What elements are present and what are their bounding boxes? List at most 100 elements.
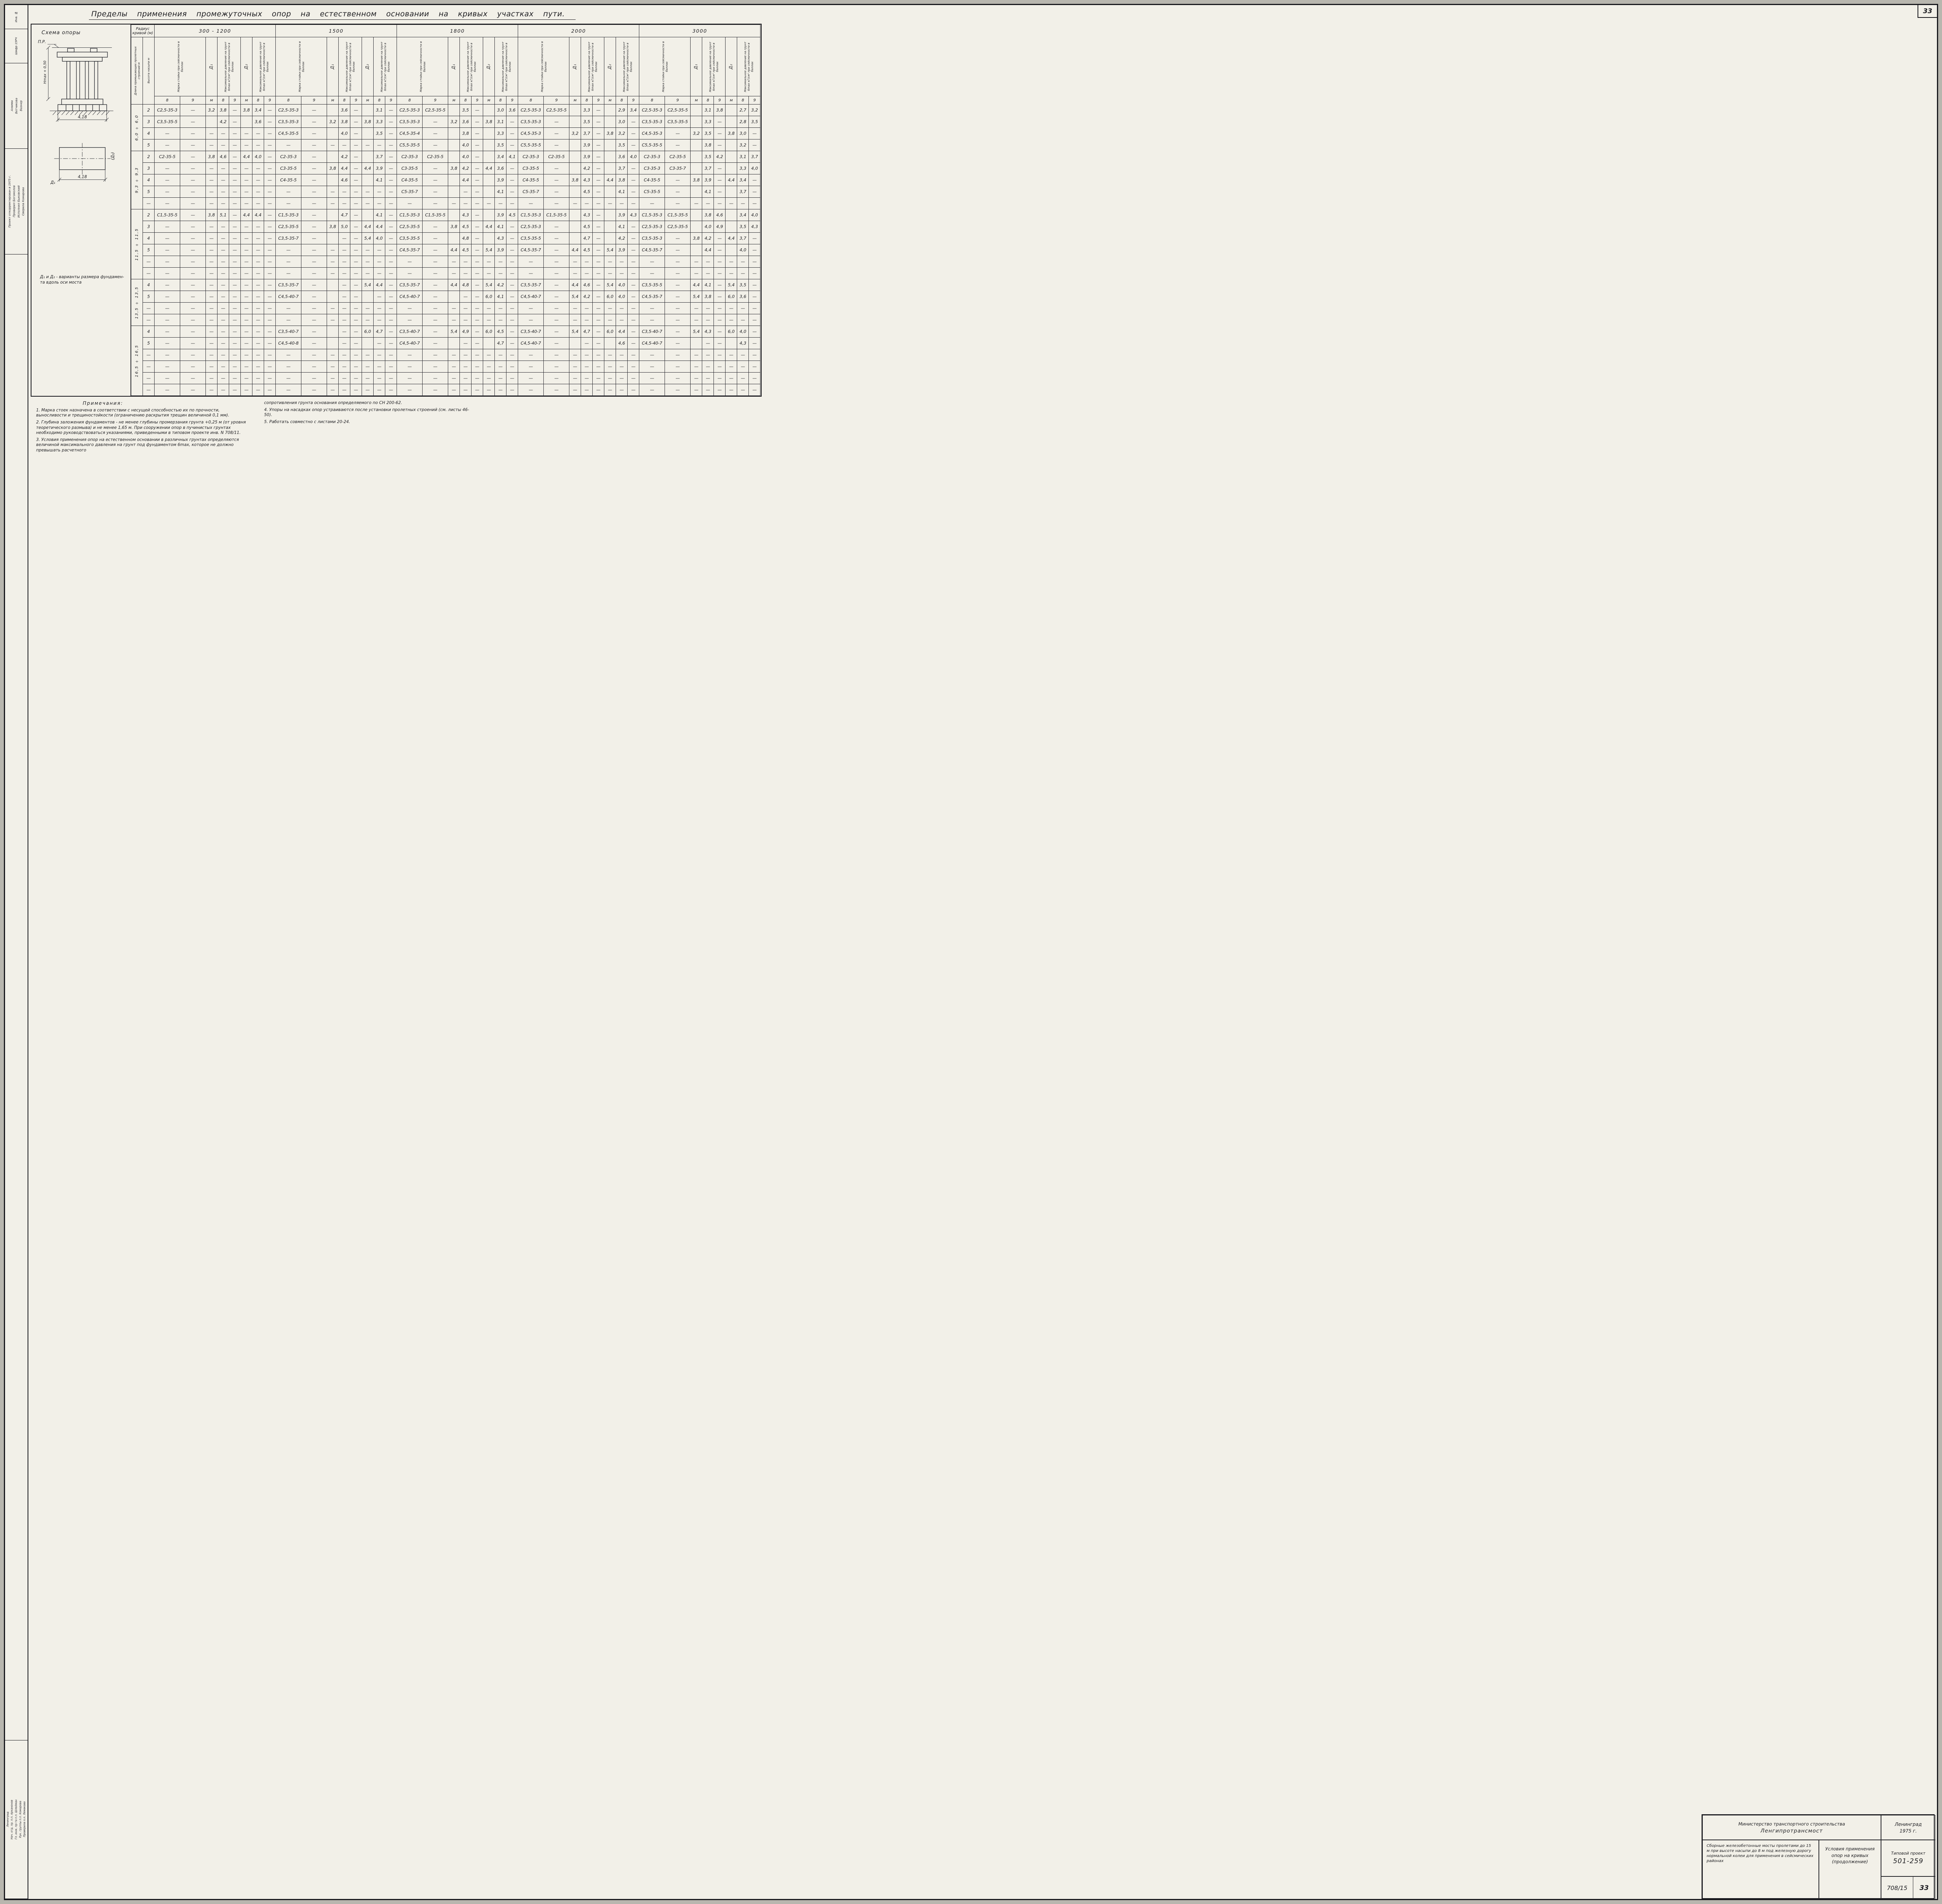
table-cell: —	[471, 302, 484, 314]
table-cell: 3,3	[581, 104, 593, 116]
table-cell: —	[373, 256, 386, 268]
table-cell: —	[459, 256, 472, 268]
table-cell: —	[422, 326, 449, 338]
table-cell: —	[327, 302, 339, 314]
table-cell: —	[713, 139, 726, 151]
table-cell: —	[422, 186, 449, 198]
max-pressure-column-header: Максимальное давление на грунт 6max кГ/с…	[373, 37, 397, 96]
notes-block: Примечания: 1. Марка стоек назначена в с…	[36, 401, 475, 455]
table-cell: 4,4	[338, 162, 351, 174]
table-cell: —	[639, 349, 665, 361]
table-cell: —	[506, 291, 519, 303]
table-cell: С3,5-35-5	[397, 232, 423, 244]
table-cell: —	[385, 326, 397, 338]
table-cell: 4,1	[373, 174, 386, 186]
table-cell: —	[459, 267, 472, 279]
table-cell: С3,5-35-3	[639, 232, 665, 244]
table-cell: —	[350, 361, 362, 373]
table-cell: —	[385, 361, 397, 373]
max-pressure-column-header: Максимальное давление на грунт 6max кГ/с…	[338, 37, 362, 96]
table-cell: 6,0	[483, 326, 495, 338]
radius-group-header: 300 - 1200	[154, 24, 276, 37]
table-cell: —	[301, 197, 327, 209]
table-cell: 3,8	[362, 116, 374, 128]
table-cell: —	[543, 361, 570, 373]
table-cell: —	[725, 197, 738, 209]
table-cell: —	[327, 349, 339, 361]
seismicity-subheader: 9	[592, 96, 605, 105]
table-cell: С3,5-35-7	[275, 232, 302, 244]
table-cell: —	[338, 267, 351, 279]
table-cell: —	[362, 256, 374, 268]
table-cell: —	[459, 361, 472, 373]
table-cell: —	[264, 127, 276, 139]
table-cell: 5,4	[448, 326, 460, 338]
table-cell: —	[338, 197, 351, 209]
table-cell: 3,8	[205, 209, 218, 221]
table-cell: —	[616, 302, 628, 314]
table-cell: 3,7	[616, 162, 628, 174]
table-cell: —	[592, 291, 605, 303]
table-cell: —	[327, 267, 339, 279]
table-cell: —	[543, 197, 570, 209]
table-cell: —	[229, 314, 241, 326]
correction-signer: Исполнил Быковский	[17, 185, 20, 218]
table-cell: —	[627, 384, 640, 396]
table-cell: —	[229, 104, 241, 116]
table-cell: —	[301, 162, 327, 174]
table-cell: 3,6	[494, 162, 507, 174]
table-cell: 4,4	[252, 209, 265, 221]
fill-height-cell: —	[142, 384, 155, 396]
table-cell: —	[350, 162, 362, 174]
table-cell	[690, 209, 703, 221]
table-cell: —	[217, 197, 230, 209]
table-cell: —	[748, 174, 761, 186]
table-cell: —	[448, 256, 460, 268]
table-cell: —	[229, 186, 241, 198]
table-cell: 4,8	[459, 232, 472, 244]
d1-column-header: Д₁	[448, 37, 460, 96]
table-cell: —	[373, 361, 386, 373]
table-cell: —	[713, 186, 726, 198]
table-cell: —	[301, 267, 327, 279]
table-cell: —	[154, 174, 181, 186]
table-cell: —	[422, 302, 449, 314]
table-cell: —	[301, 186, 327, 198]
table-cell: —	[264, 326, 276, 338]
table-cell: С3,5-40-7	[639, 326, 665, 338]
table-cell: —	[543, 279, 570, 291]
table-cell: —	[592, 221, 605, 233]
reviewers-box: Алаева Ветчикова Вазнер	[5, 63, 28, 149]
d1-column-header: Д₁	[327, 37, 339, 96]
table-cell: 4,2	[494, 279, 507, 291]
table-cell: —	[252, 302, 265, 314]
table-cell: —	[350, 256, 362, 268]
seismicity-subheader: 9	[748, 96, 761, 105]
table-cell: —	[275, 372, 302, 384]
fill-height-cell: —	[142, 349, 155, 361]
table-cell: —	[422, 279, 449, 291]
table-cell: —	[301, 372, 327, 384]
table-cell: —	[373, 139, 386, 151]
table-cell: —	[604, 372, 616, 384]
table-cell: —	[569, 372, 581, 384]
table-cell: —	[422, 127, 449, 139]
table-cell: —	[506, 186, 519, 198]
table-cell: —	[301, 349, 327, 361]
table-cell: 3,2	[748, 104, 761, 116]
table-cell: —	[252, 162, 265, 174]
table-cell: —	[616, 267, 628, 279]
table-cell: 4,4	[616, 326, 628, 338]
table-cell: С1,5-35-3	[397, 209, 423, 221]
table-cell: —	[725, 372, 738, 384]
table-cell: —	[690, 256, 703, 268]
seismicity-subheader: 9	[301, 96, 327, 105]
table-cell: 3,9	[373, 162, 386, 174]
table-cell: 5,4	[690, 326, 703, 338]
table-cell: С2,5-35-3	[154, 104, 181, 116]
table-cell: 5,4	[725, 279, 738, 291]
table-cell: —	[713, 349, 726, 361]
table-cell	[483, 337, 495, 349]
table-cell: —	[506, 221, 519, 233]
table-cell: —	[275, 197, 302, 209]
